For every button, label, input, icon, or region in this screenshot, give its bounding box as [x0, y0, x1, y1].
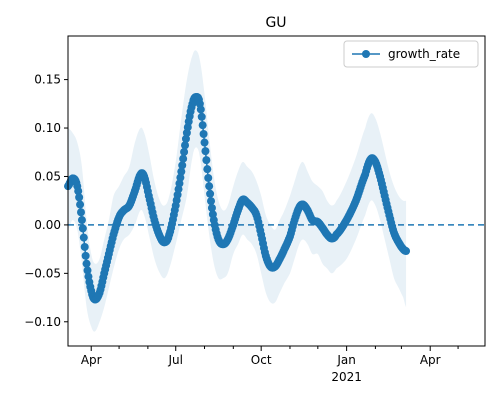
data-point — [79, 233, 88, 242]
data-point — [76, 200, 85, 209]
data-point — [83, 266, 92, 275]
data-point — [203, 165, 212, 174]
x-tick-label: Jul — [167, 353, 182, 367]
y-tick-label: −0.10 — [24, 315, 61, 329]
data-point — [198, 121, 207, 130]
data-point — [175, 179, 184, 188]
y-tick-label: 0.10 — [34, 121, 61, 135]
data-point — [181, 141, 190, 150]
data-point — [179, 154, 188, 163]
data-point — [202, 156, 211, 165]
data-point — [77, 216, 86, 225]
x-tick-year-label: 2021 — [331, 370, 362, 384]
data-point — [207, 204, 216, 213]
confidence-band-area — [68, 50, 407, 332]
y-tick-label: 0.05 — [34, 169, 61, 183]
data-point — [197, 112, 206, 121]
data-point — [178, 161, 187, 170]
legend: growth_rate — [343, 40, 479, 68]
legend-label: growth_rate — [388, 47, 460, 61]
y-tick-label: 0.15 — [34, 73, 61, 87]
data-point — [80, 242, 89, 251]
data-point — [200, 138, 209, 147]
data-point — [207, 197, 216, 206]
data-point — [77, 208, 85, 217]
data-point — [180, 147, 189, 156]
data-point — [206, 189, 215, 198]
data-point — [201, 147, 210, 156]
data-point — [181, 134, 190, 143]
data-point — [78, 224, 87, 233]
data-point — [177, 167, 186, 176]
x-tick-label: Apr — [420, 353, 441, 367]
axes: −0.10 −0.05 0.00 0.05 0.10 0.15 Apr Jul Oct Jan 20… — [24, 35, 486, 384]
data-point — [82, 259, 91, 268]
confidence-band — [68, 50, 407, 332]
x-tick-label: Apr — [81, 353, 102, 367]
legend-marker — [362, 50, 370, 58]
x-tick-label: Jan — [336, 353, 356, 367]
data-point — [176, 173, 185, 182]
y-tick-label: 0.00 — [34, 218, 61, 232]
data-point — [75, 193, 84, 202]
data-point — [204, 173, 213, 182]
data-point — [199, 129, 208, 138]
series-points — [64, 93, 411, 304]
chart-title: GU — [265, 15, 286, 31]
plot-frame — [67, 35, 486, 347]
x-tick-label: Oct — [251, 353, 272, 367]
data-point — [74, 187, 83, 196]
y-tick-label: −0.05 — [24, 266, 61, 280]
legend-box — [343, 40, 479, 68]
data-point — [81, 251, 90, 260]
data-point — [196, 105, 205, 114]
data-point — [205, 182, 214, 191]
data-point — [402, 247, 411, 256]
